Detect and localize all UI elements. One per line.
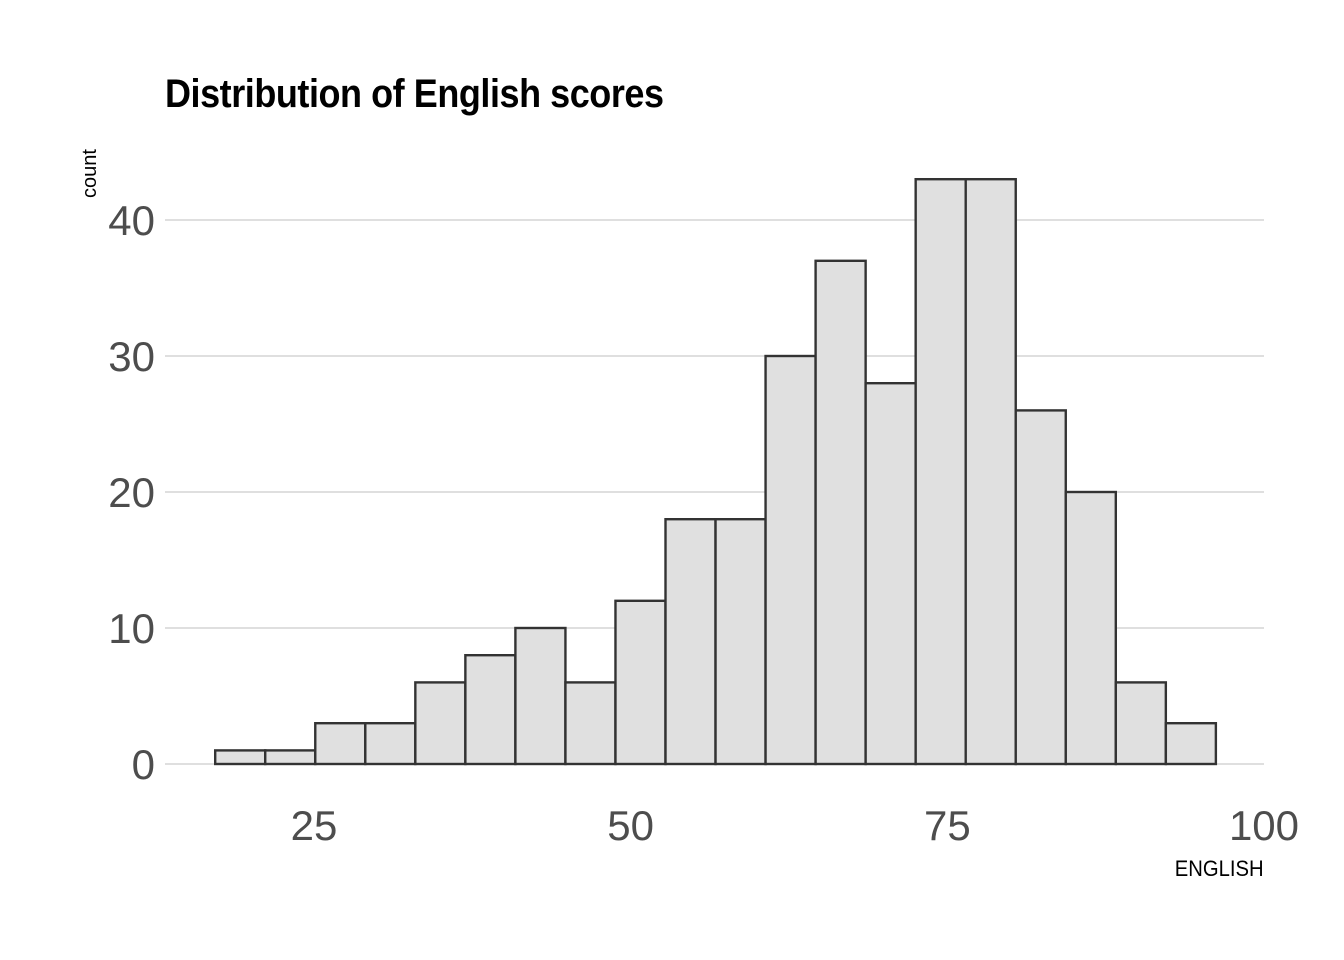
histogram-bar-18 xyxy=(1064,490,1118,766)
histogram-bar-6 xyxy=(464,654,517,766)
histogram-bar-4 xyxy=(364,722,417,766)
histogram-bar-15 xyxy=(914,177,967,766)
histogram-bar-9 xyxy=(614,599,667,766)
histogram-bar-16 xyxy=(964,177,1017,766)
y-tick-label-40: 40 xyxy=(108,197,155,244)
histogram-bar-1 xyxy=(213,749,267,766)
y-tick-layer: 0 10 20 30 40 xyxy=(108,197,155,788)
histogram-bar-8 xyxy=(564,681,617,766)
y-tick-label-20: 20 xyxy=(108,469,155,516)
histogram-bar-7 xyxy=(514,626,567,766)
x-axis-label: ENGLISH xyxy=(1175,856,1264,881)
histogram-bar-17 xyxy=(1014,409,1067,766)
histogram-bar-14 xyxy=(864,382,917,766)
bar-layer xyxy=(213,177,1218,766)
histogram-bar-11 xyxy=(714,518,767,766)
x-tick-label-50: 50 xyxy=(607,802,654,849)
chart-title: Distribution of English scores xyxy=(165,72,664,116)
histogram-bar-2 xyxy=(264,749,317,766)
histogram-bar-19 xyxy=(1114,681,1168,766)
y-tick-label-10: 10 xyxy=(108,605,155,652)
y-tick-label-30: 30 xyxy=(108,333,155,380)
y-tick-label-0: 0 xyxy=(132,741,155,788)
histogram-bar-20 xyxy=(1164,722,1218,766)
x-tick-label-25: 25 xyxy=(291,802,338,849)
histogram-bar-3 xyxy=(314,722,367,766)
x-tick-label-100: 100 xyxy=(1229,802,1299,849)
x-tick-layer: 25 50 75 100 xyxy=(291,802,1299,849)
histogram-bar-12 xyxy=(764,354,817,766)
histogram-bar-10 xyxy=(664,518,717,766)
histogram-bar-13 xyxy=(814,259,867,766)
histogram-bar-5 xyxy=(414,681,467,766)
x-tick-label-75: 75 xyxy=(924,802,971,849)
